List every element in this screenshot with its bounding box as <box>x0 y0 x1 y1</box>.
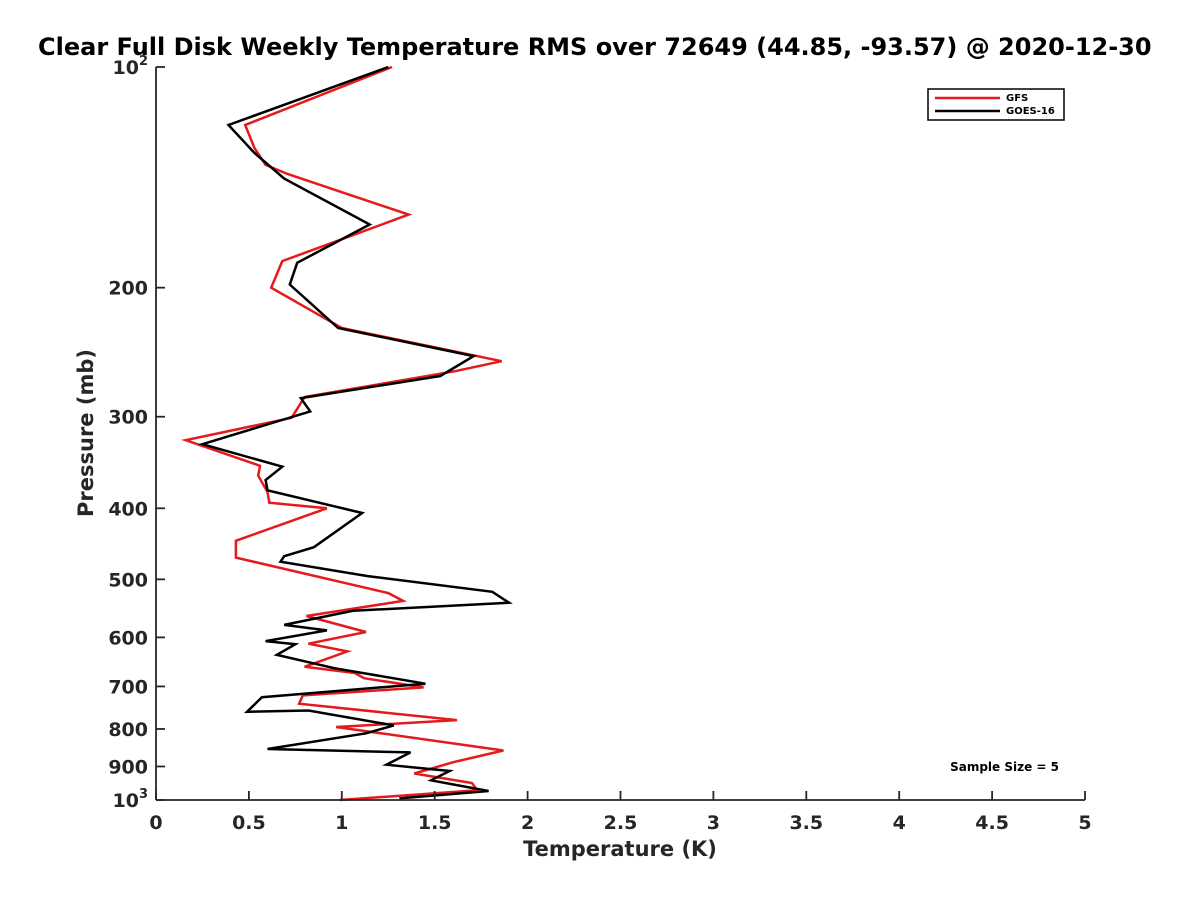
x-tick-label: 3 <box>707 812 720 834</box>
series-line-gfs <box>181 65 504 802</box>
y-axis-label: Pressure (mb) <box>74 349 98 517</box>
legend-label-goes16: GOES-16 <box>1006 106 1055 117</box>
y-tick-label: 400 <box>108 498 148 520</box>
chart-title: Clear Full Disk Weekly Temperature RMS o… <box>38 33 1152 61</box>
x-tick-label: 2.5 <box>604 812 638 834</box>
x-tick-label: 1.5 <box>418 812 452 834</box>
x-tick-label: 4 <box>893 812 906 834</box>
y-tick-label: 900 <box>108 756 148 778</box>
axes-layer: 0 0.5 1 1.5 2 2.5 3 3.5 4 4.5 5 102 200 300 400 500 600 7… <box>108 54 1091 834</box>
y-tick-label: 103 <box>113 787 149 812</box>
legend-box <box>927 88 1065 121</box>
y-tick-label: 300 <box>108 407 148 429</box>
x-tick-label: 5 <box>1078 812 1091 834</box>
series-layer <box>181 65 513 802</box>
sample-size-annotation: Sample Size = 5 <box>950 760 1059 774</box>
y-tick-label: 102 <box>113 54 149 79</box>
y-tick-label: 500 <box>108 569 148 591</box>
legend-label-gfs: GFS <box>1006 93 1028 104</box>
x-tick-label: 3.5 <box>789 812 823 834</box>
x-axis-label: Temperature (K) <box>523 837 717 861</box>
legend: GFS GOES-16 <box>927 88 1065 121</box>
x-tick-label: 1 <box>335 812 348 834</box>
y-tick-label: 800 <box>108 719 148 741</box>
x-tick-label: 2 <box>521 812 534 834</box>
x-tick-label: 0 <box>149 812 162 834</box>
x-tick-label: 4.5 <box>975 812 1009 834</box>
y-tick-label: 600 <box>108 627 148 649</box>
y-tick-label: 200 <box>108 278 148 300</box>
series-line-goes-16 <box>197 65 513 800</box>
y-tick-label: 700 <box>108 676 148 698</box>
x-tick-label: 0.5 <box>232 812 266 834</box>
